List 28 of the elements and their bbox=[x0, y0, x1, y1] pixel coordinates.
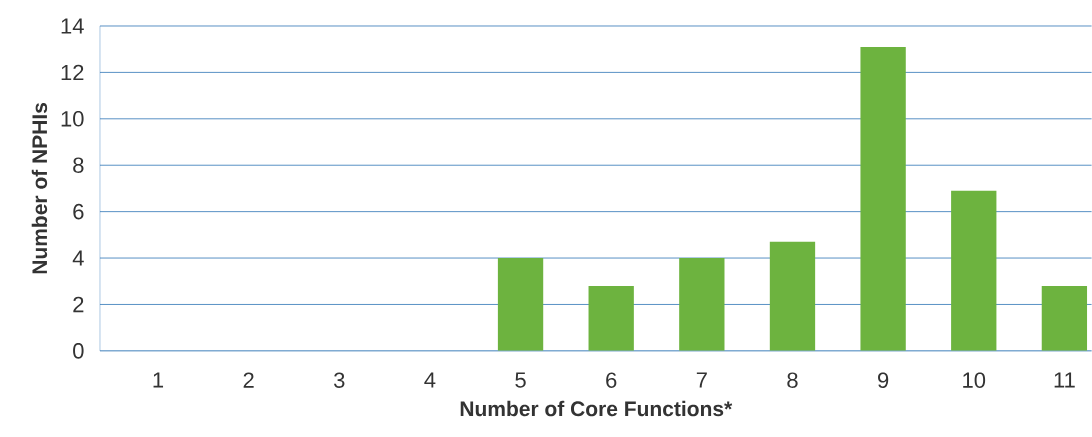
y-tick-label: 6 bbox=[73, 203, 84, 220]
y-tick-label: 2 bbox=[73, 296, 84, 313]
bar bbox=[1041, 285, 1088, 351]
x-tick-label: 5 bbox=[515, 372, 526, 388]
bar bbox=[679, 258, 725, 351]
x-tick-label: 11 bbox=[1054, 372, 1075, 388]
x-tick-label: 7 bbox=[696, 372, 707, 388]
x-tick-label: 8 bbox=[787, 372, 798, 389]
y-tick-label: 14 bbox=[61, 18, 84, 34]
y-tick-label: 10 bbox=[61, 111, 84, 127]
x-tick-label: 3 bbox=[333, 372, 345, 389]
x-axis-title: Number of Core Functions* bbox=[460, 400, 733, 417]
y-tick-label: 0 bbox=[73, 343, 84, 359]
bar bbox=[860, 46, 906, 351]
y-tick-label: 8 bbox=[73, 157, 84, 174]
y-tick-label: 4 bbox=[72, 250, 84, 266]
x-tick-label: 2 bbox=[243, 372, 254, 388]
x-tick-label: 10 bbox=[963, 372, 986, 389]
bar bbox=[769, 241, 816, 351]
y-tick-label: 12 bbox=[61, 64, 84, 81]
bar bbox=[951, 190, 997, 351]
bar bbox=[588, 285, 634, 351]
x-tick-label: 9 bbox=[878, 372, 889, 389]
bar bbox=[497, 258, 544, 351]
x-tick-label: 1 bbox=[153, 372, 164, 388]
x-tick-label: 6 bbox=[606, 372, 617, 389]
y-axis-title: Number of NPHIs bbox=[31, 103, 48, 274]
x-tick-label: 4 bbox=[424, 372, 436, 388]
